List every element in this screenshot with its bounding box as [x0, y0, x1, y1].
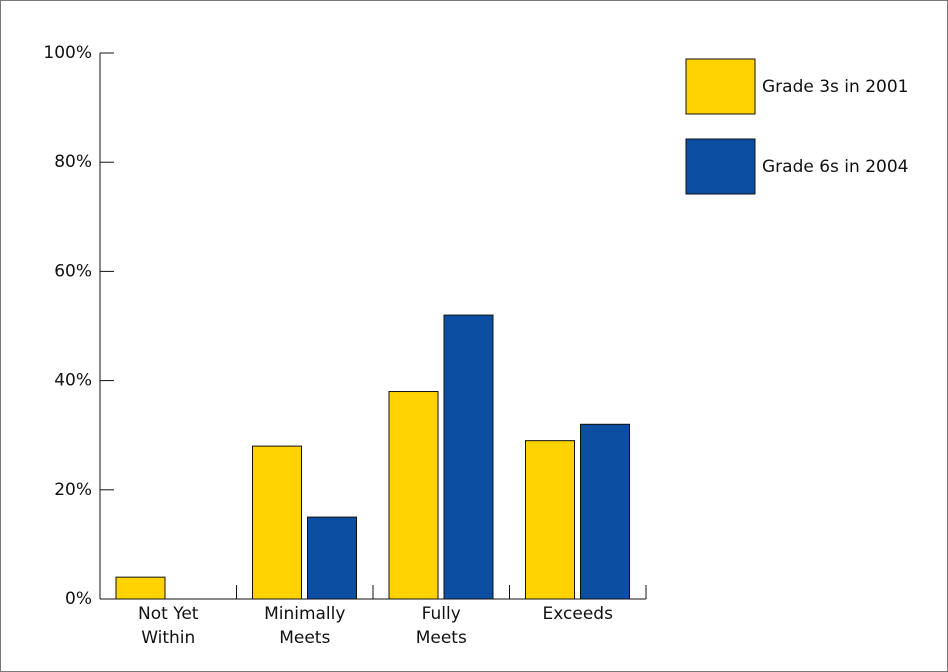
- bar: [580, 423, 630, 600]
- legend-label: Grade 6s in 2004: [762, 157, 908, 177]
- bar: [115, 576, 166, 600]
- legend-swatch: [685, 58, 756, 115]
- x-tick-label: Minimally Meets: [264, 604, 346, 648]
- bar: [388, 391, 439, 600]
- bar: [525, 440, 575, 600]
- x-tick-label: Fully Meets: [415, 604, 467, 648]
- y-tick-label: 0%: [65, 589, 92, 609]
- y-tick-label: 80%: [54, 152, 92, 172]
- legend-swatch: [685, 138, 756, 195]
- y-tick-label: 40%: [54, 371, 92, 391]
- y-tick-label: 100%: [43, 43, 92, 63]
- bar: [252, 445, 302, 600]
- y-tick-label: 60%: [54, 261, 92, 281]
- bar: [443, 314, 494, 600]
- bar: [307, 516, 357, 600]
- x-tick-label: Not Yet Within: [138, 604, 199, 648]
- legend-label: Grade 3s in 2001: [762, 77, 908, 97]
- y-tick-label: 20%: [54, 480, 92, 500]
- x-tick-label: Exceeds: [542, 604, 613, 624]
